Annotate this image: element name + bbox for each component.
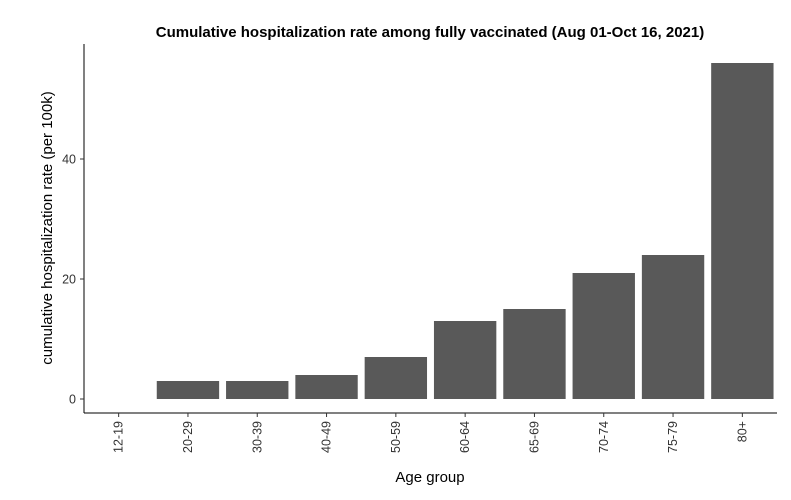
bar-65-69 — [503, 309, 566, 399]
x-tick-label: 65-69 — [527, 421, 541, 453]
bars — [156, 63, 774, 399]
x-tick-label: 60-64 — [458, 421, 472, 453]
x-tick-label: 75-79 — [666, 421, 680, 453]
x-tick-label: 70-74 — [597, 421, 611, 453]
bar-50-59 — [364, 357, 428, 399]
x-axis-label: Age group — [395, 469, 464, 486]
bar-60-64 — [433, 321, 497, 399]
y-tick-label: 40 — [62, 153, 76, 167]
x-tick-label: 30-39 — [250, 421, 264, 453]
x-tick-label: 80+ — [735, 421, 749, 442]
x-tick-label: 12-19 — [112, 421, 126, 453]
bar-80+ — [711, 63, 774, 399]
x-tick-label: 20-29 — [181, 421, 195, 453]
bar-30-39 — [226, 381, 289, 399]
y-tick-label: 0 — [69, 393, 76, 407]
y-ticks: 0 20 40 — [62, 153, 84, 407]
plot-area: 0 20 40 12-19 20-29 30-39 40-49 50-59 60-64 65-6… — [62, 44, 777, 453]
bar-70-74 — [572, 273, 635, 399]
x-tick-label: 40-49 — [320, 421, 334, 453]
bar-20-29 — [156, 381, 220, 399]
y-tick-label: 20 — [62, 273, 76, 287]
y-axis-label: cumulative hospitalization rate (per 100… — [39, 91, 56, 364]
x-ticks: 12-19 20-29 30-39 40-49 50-59 60-64 65-69 70-74… — [112, 413, 749, 453]
bar-75-79 — [641, 255, 705, 399]
x-tick-label: 50-59 — [389, 421, 403, 453]
chart-title: Cumulative hospitalization rate among fu… — [156, 24, 704, 41]
bar-40-49 — [295, 375, 358, 399]
